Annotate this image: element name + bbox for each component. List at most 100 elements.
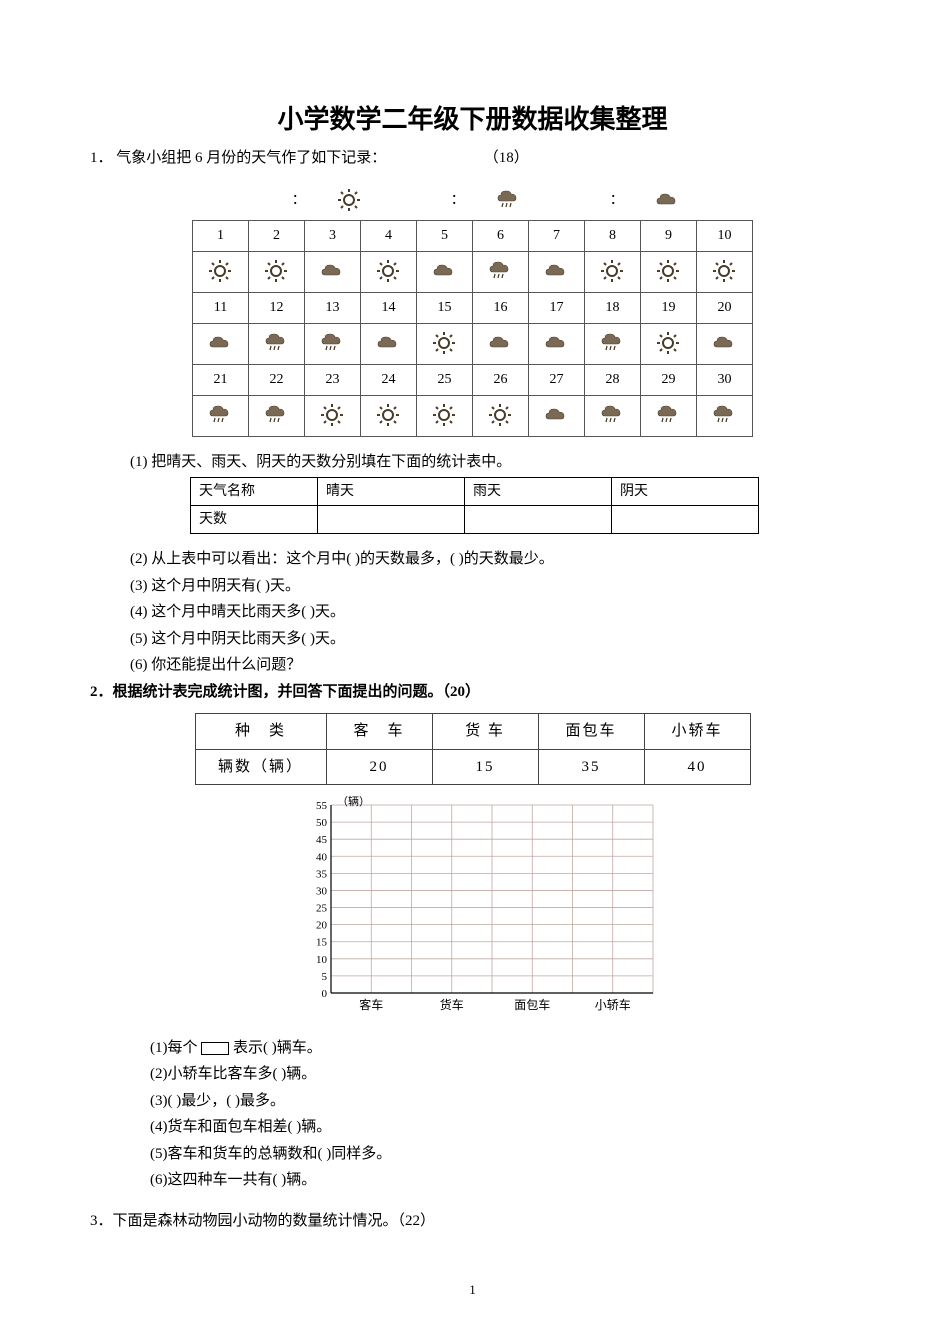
svg-text:50: 50 xyxy=(316,817,328,829)
calendar-day-weather xyxy=(193,395,249,436)
sunny-icon xyxy=(656,259,682,285)
calendar-day-weather xyxy=(193,251,249,292)
svg-text:小轿车: 小轿车 xyxy=(594,997,630,1012)
rainy-icon xyxy=(320,331,346,357)
calendar-day-weather xyxy=(585,323,641,364)
rainy-icon xyxy=(488,259,514,285)
weather-legend: ： ： ： xyxy=(90,188,855,214)
svg-text:55: 55 xyxy=(316,800,328,812)
q3-prompt: 3．下面是森林动物园小动物的数量统计情况。（22） xyxy=(90,1210,855,1233)
unit-rect-icon xyxy=(201,1042,229,1055)
calendar-day-number: 11 xyxy=(193,292,249,323)
calendar-day-weather xyxy=(585,251,641,292)
cell: 辆数（辆） xyxy=(195,749,326,785)
calendar-day-weather xyxy=(417,395,473,436)
cell: 15 xyxy=(432,749,538,785)
cell: 天数 xyxy=(191,506,318,534)
sunny-icon xyxy=(600,259,626,285)
calendar-day-number: 12 xyxy=(249,292,305,323)
calendar-day-number: 30 xyxy=(697,364,753,395)
calendar-day-weather xyxy=(193,323,249,364)
q1-number: 1． xyxy=(90,150,113,166)
calendar-day-number: 7 xyxy=(529,220,585,251)
sunny-icon xyxy=(376,403,402,429)
q2-part2: (2)小轿车比客车多( )辆。 xyxy=(150,1063,855,1086)
q1-part6: (6) 你还能提出什么问题？ xyxy=(130,654,855,677)
q2-part5: (5)客车和货车的总辆数和( )同样多。 xyxy=(150,1143,855,1166)
svg-text:45: 45 xyxy=(316,834,328,846)
sunny-icon xyxy=(264,259,290,285)
svg-text:40: 40 xyxy=(316,851,328,863)
calendar-day-weather xyxy=(641,395,697,436)
calendar-day-weather xyxy=(361,395,417,436)
cell: 客 车 xyxy=(326,714,432,750)
blank-cell[interactable] xyxy=(318,506,465,534)
legend-sunny: ： xyxy=(264,193,367,208)
sunny-icon xyxy=(208,259,234,285)
calendar-day-weather xyxy=(361,323,417,364)
page-number: 1 xyxy=(90,1280,855,1300)
rainy-icon xyxy=(600,403,626,429)
calendar-day-number: 13 xyxy=(305,292,361,323)
calendar-day-weather xyxy=(529,395,585,436)
vehicle-table: 种 类 客 车 货 车 面包车 小轿车 辆数（辆） 20 15 35 40 xyxy=(195,713,751,785)
calendar-day-number: 1 xyxy=(193,220,249,251)
calendar-day-number: 17 xyxy=(529,292,585,323)
calendar-day-number: 8 xyxy=(585,220,641,251)
q1-text: 气象小组把 6 月份的天气作了如下记录： xyxy=(116,150,386,166)
svg-text:（辆）: （辆） xyxy=(337,795,370,808)
calendar-day-weather xyxy=(697,323,753,364)
svg-text:15: 15 xyxy=(316,937,328,949)
cell: 40 xyxy=(644,749,750,785)
blank-cell[interactable] xyxy=(612,506,759,534)
svg-text:30: 30 xyxy=(316,885,328,897)
chart-svg: 5550454035302520151050（辆）客车货车面包车小轿车 xyxy=(283,795,663,1015)
calendar-day-weather xyxy=(305,251,361,292)
q2-part4: (4)货车和面包车相差( )辆。 xyxy=(150,1116,855,1139)
calendar-day-number: 2 xyxy=(249,220,305,251)
q1-prompt: 1． 气象小组把 6 月份的天气作了如下记录： （18） xyxy=(90,147,855,170)
sunny-icon xyxy=(488,403,514,429)
calendar-day-number: 3 xyxy=(305,220,361,251)
cell: 20 xyxy=(326,749,432,785)
svg-text:35: 35 xyxy=(316,868,328,880)
q1-part2: (2) 从上表中可以看出：这个月中( )的天数最多，( )的天数最少。 xyxy=(130,548,855,571)
cell: 货 车 xyxy=(432,714,538,750)
q1-part5: (5) 这个月中阴天比雨天多( )天。 xyxy=(130,628,855,651)
cell: 种 类 xyxy=(195,714,326,750)
cloudy-icon xyxy=(432,259,458,285)
table-row: 天数 xyxy=(191,506,759,534)
svg-text:面包车: 面包车 xyxy=(514,997,550,1012)
blank-cell[interactable] xyxy=(465,506,612,534)
cloudy-icon xyxy=(544,331,570,357)
q2-part1: (1)每个 表示( )辆车。 xyxy=(150,1037,855,1060)
cloudy-icon xyxy=(376,331,402,357)
cloudy-icon xyxy=(208,331,234,357)
calendar-day-weather xyxy=(473,251,529,292)
cell: 35 xyxy=(538,749,644,785)
cloudy-icon xyxy=(544,259,570,285)
calendar-day-number: 25 xyxy=(417,364,473,395)
q1-part1: (1) 把晴天、雨天、阴天的天数分别填在下面的统计表中。 xyxy=(130,451,855,474)
svg-text:5: 5 xyxy=(321,971,327,983)
calendar-day-number: 15 xyxy=(417,292,473,323)
calendar-day-number: 6 xyxy=(473,220,529,251)
cloudy-icon xyxy=(488,331,514,357)
calendar-day-weather xyxy=(473,395,529,436)
cell: 天气名称 xyxy=(191,478,318,506)
cell: 雨天 xyxy=(465,478,612,506)
calendar-day-number: 29 xyxy=(641,364,697,395)
calendar-day-weather xyxy=(249,251,305,292)
sunny-icon xyxy=(432,403,458,429)
cell: 小轿车 xyxy=(644,714,750,750)
calendar-day-weather xyxy=(697,395,753,436)
calendar-day-number: 26 xyxy=(473,364,529,395)
svg-text:0: 0 xyxy=(321,988,327,1000)
calendar-day-weather xyxy=(473,323,529,364)
q2-part6: (6)这四种车一共有( )辆。 xyxy=(150,1169,855,1192)
calendar-day-weather xyxy=(417,251,473,292)
rainy-icon xyxy=(208,403,234,429)
calendar-day-number: 9 xyxy=(641,220,697,251)
q1-part3: (3) 这个月中阴天有( )天。 xyxy=(130,575,855,598)
calendar-day-number: 5 xyxy=(417,220,473,251)
